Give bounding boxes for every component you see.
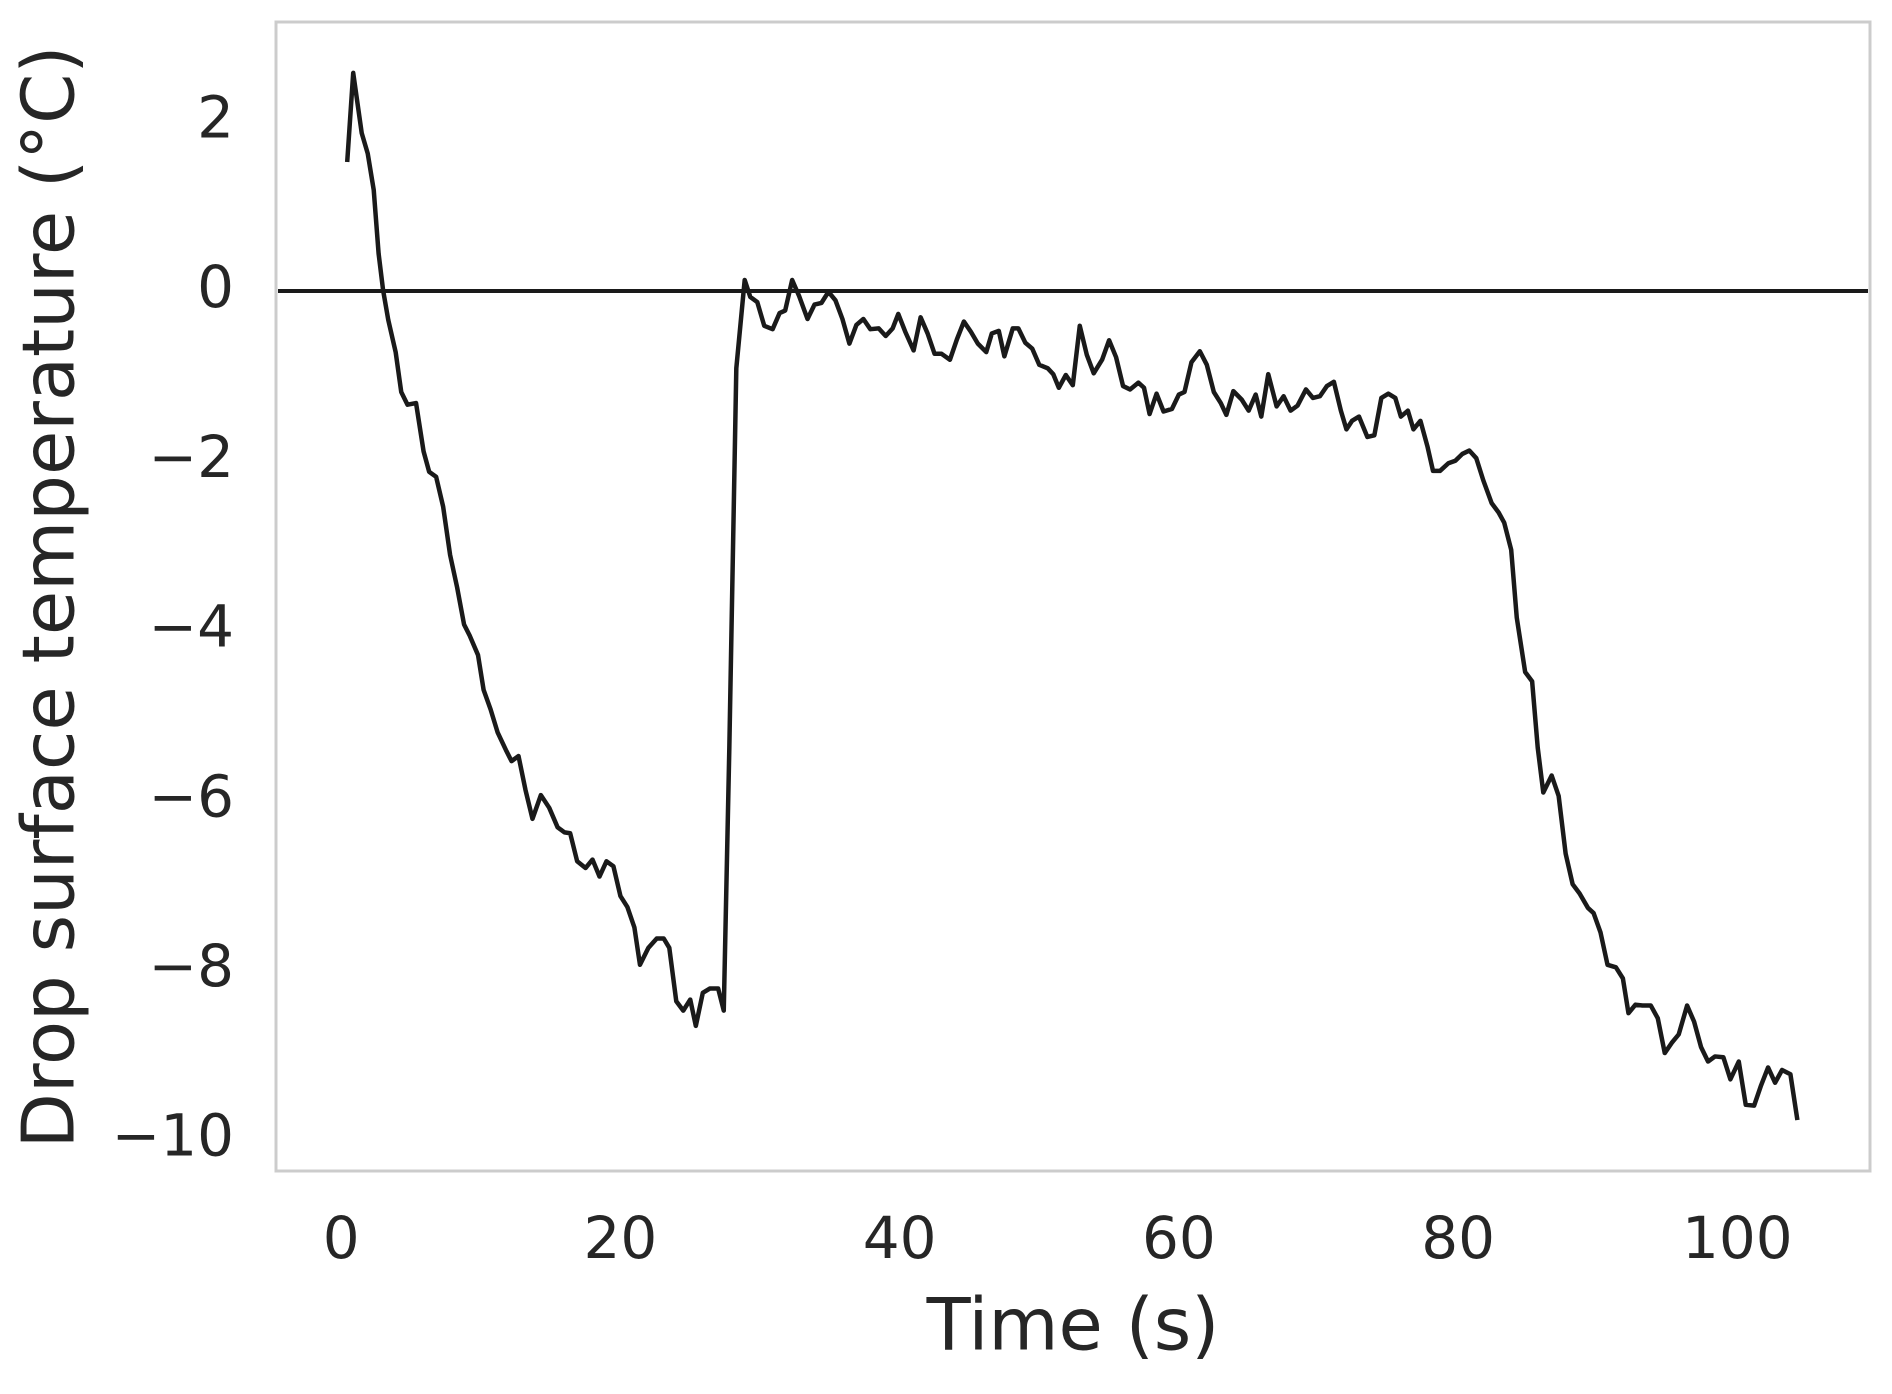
x-axis-label: Time (s)	[926, 1283, 1220, 1367]
x-tick-label: 20	[584, 1204, 658, 1272]
y-tick-label: −8	[149, 932, 235, 1000]
y-tick-label: −6	[149, 762, 235, 830]
x-tick-label: 60	[1142, 1204, 1216, 1272]
y-tick-label: −2	[149, 423, 235, 491]
y-axis-label: Drop surface temperature (°C)	[7, 46, 91, 1149]
x-tick-label: 100	[1682, 1204, 1793, 1272]
y-tick-label: −10	[112, 1102, 234, 1170]
x-tick-label: 80	[1421, 1204, 1495, 1272]
y-tick-label: −4	[149, 593, 235, 661]
y-tick-label: 2	[197, 83, 234, 151]
x-tick-label: 40	[863, 1204, 937, 1272]
y-tick-label: 0	[197, 253, 234, 321]
data-line	[344, 70, 1800, 1121]
plot-frame	[274, 20, 1872, 1173]
x-tick-label: 0	[323, 1204, 360, 1272]
